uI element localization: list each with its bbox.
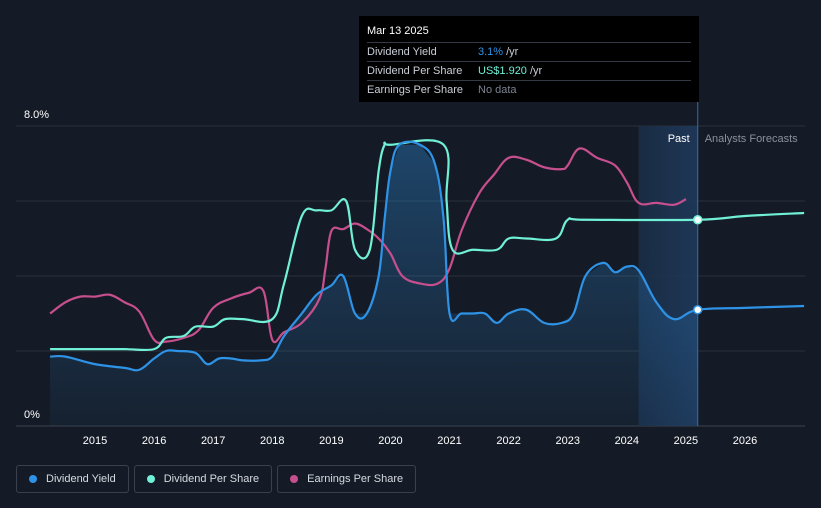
x-tick-label: 2023 [555, 435, 579, 447]
y-axis-top-label: 8.0% [24, 109, 49, 121]
hover-markers [692, 215, 703, 315]
tooltip-row-dividend-yield: Dividend Yield 3.1% /yr [367, 43, 691, 62]
marker-dividend-per-share [692, 215, 703, 225]
x-tick-label: 2018 [260, 435, 284, 447]
legend-item-dividend-per-share[interactable]: Dividend Per Share [133, 465, 273, 493]
series-lines [49, 139, 805, 372]
tooltip-label: Dividend Yield [367, 46, 437, 58]
series-line-earnings-per-share [49, 147, 687, 344]
tooltip-row-dividend-per-share: Dividend Per Share US$1.920 /yr [367, 62, 691, 81]
past-label: Past [668, 133, 690, 145]
x-tick-label: 2016 [142, 435, 166, 447]
y-axis-bottom-label: 0% [24, 409, 40, 421]
tooltip-unit: /yr [506, 46, 519, 58]
tooltip-label: Dividend Per Share [367, 65, 463, 77]
x-tick-label: 2025 [674, 435, 698, 447]
forecast-label: Analysts Forecasts [705, 133, 798, 145]
tooltip-value: 3.1% [478, 46, 504, 58]
dividend-yield-area [50, 144, 698, 426]
x-tick-label: 2020 [378, 435, 402, 447]
x-tick-label: 2015 [83, 435, 107, 447]
legend-item-earnings-per-share[interactable]: Earnings Per Share [277, 465, 417, 493]
x-tick-label: 2024 [615, 435, 639, 447]
x-axis-ticks: 2015 2016 2017 2018 2019 2020 2021 2022 2023 2024… [83, 435, 757, 447]
legend-dot-icon [146, 475, 155, 483]
tooltip-unit: /yr [529, 65, 543, 77]
marker-dividend-yield [692, 305, 703, 315]
x-tick-label: 2021 [437, 435, 461, 447]
series-line-dividend-per-share [50, 139, 805, 352]
x-tick-label: 2026 [733, 435, 757, 447]
chart-legend: Dividend Yield Dividend Per Share Earnin… [16, 465, 417, 493]
legend-dot-icon [29, 475, 37, 483]
legend-label: Dividend Per Share [163, 473, 260, 485]
dividend-chart: 8.0% 0% Past Analysts Forecasts 2015 2016… [16, 16, 805, 447]
tooltip-label: Earnings Per Share [367, 84, 463, 96]
legend-item-dividend-yield[interactable]: Dividend Yield [16, 465, 129, 493]
legend-label: Dividend Yield [46, 473, 116, 485]
series-line-dividend-yield [50, 140, 805, 372]
tooltip-nodata: No data [478, 84, 517, 96]
legend-dot-icon [290, 475, 299, 483]
tooltip-value: US$1.920 [478, 65, 527, 77]
x-tick-label: 2017 [201, 435, 225, 447]
legend-label: Earnings Per Share [307, 473, 404, 485]
x-tick-label: 2022 [496, 435, 520, 447]
tooltip-row-earnings-per-share: Earnings Per Share No data [367, 81, 691, 99]
tooltip-date: Mar 13 2025 [367, 24, 691, 43]
chart-tooltip: Mar 13 2025 Dividend Yield 3.1% /yr Divi… [359, 16, 699, 102]
x-tick-label: 2019 [319, 435, 343, 447]
